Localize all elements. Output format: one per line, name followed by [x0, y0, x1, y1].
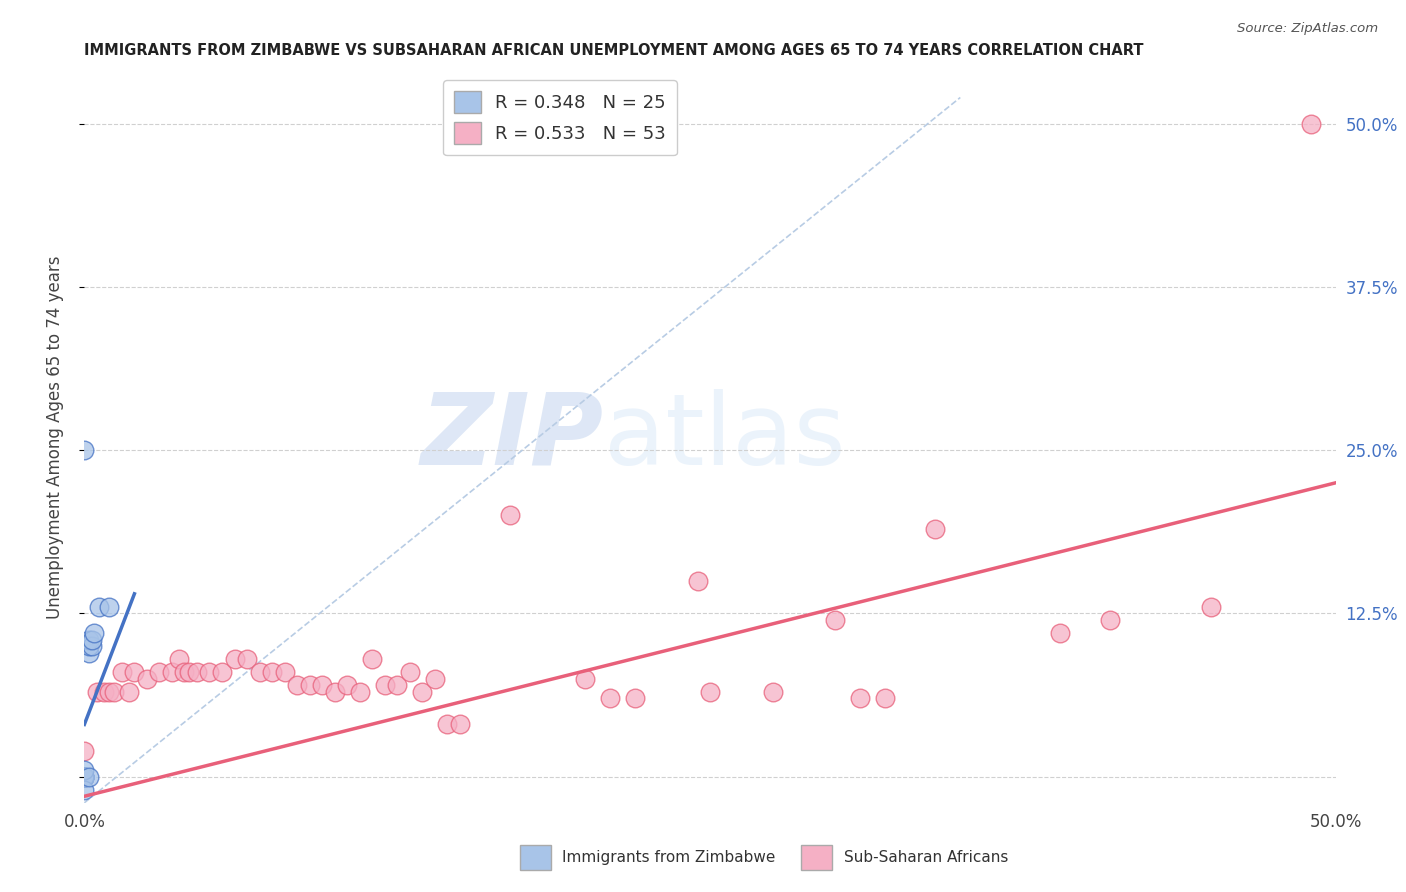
Point: [1299, 117, 1322, 131]
Point: [136, 672, 159, 686]
Point: [73, 770, 96, 784]
Point: [699, 685, 721, 699]
Point: [924, 521, 946, 535]
Point: [118, 685, 141, 699]
Point: [73, 782, 96, 797]
Point: [762, 685, 785, 699]
Point: [824, 613, 846, 627]
Point: [273, 665, 295, 680]
Point: [398, 665, 420, 680]
Point: [160, 665, 183, 680]
Point: [93, 685, 115, 699]
Point: [262, 665, 284, 680]
Legend: R = 0.348   N = 25, R = 0.533   N = 53: R = 0.348 N = 25, R = 0.533 N = 53: [443, 80, 676, 155]
Point: [79, 770, 101, 784]
Point: [73, 770, 96, 784]
Point: [224, 652, 246, 666]
Point: [124, 665, 146, 680]
Point: [436, 717, 458, 731]
Point: [79, 646, 101, 660]
Point: [624, 691, 647, 706]
Point: [73, 770, 96, 784]
Point: [73, 770, 96, 784]
Point: [86, 685, 108, 699]
Point: [73, 763, 96, 777]
Text: atlas: atlas: [603, 389, 845, 485]
Text: Source: ZipAtlas.com: Source: ZipAtlas.com: [1237, 22, 1378, 36]
Point: [73, 770, 96, 784]
Point: [148, 665, 170, 680]
Point: [186, 665, 208, 680]
Point: [98, 685, 121, 699]
Point: [80, 632, 103, 647]
Point: [349, 685, 371, 699]
Point: [361, 652, 384, 666]
Point: [79, 639, 101, 653]
Point: [103, 685, 125, 699]
Point: [111, 665, 134, 680]
Point: [73, 743, 96, 757]
Point: [198, 665, 221, 680]
Y-axis label: Unemployment Among Ages 65 to 74 years: Unemployment Among Ages 65 to 74 years: [45, 255, 63, 619]
Point: [179, 665, 201, 680]
Point: [173, 665, 195, 680]
Point: [73, 770, 96, 784]
Point: [686, 574, 709, 588]
Point: [574, 672, 596, 686]
Point: [323, 685, 346, 699]
Point: [849, 691, 872, 706]
Point: [374, 678, 396, 692]
Point: [1199, 599, 1222, 614]
Point: [298, 678, 321, 692]
Point: [73, 770, 96, 784]
Point: [79, 632, 101, 647]
Point: [1049, 626, 1071, 640]
Point: [83, 626, 105, 640]
Text: ZIP: ZIP: [420, 389, 603, 485]
Point: [875, 691, 897, 706]
Point: [73, 770, 96, 784]
Point: [73, 770, 96, 784]
Point: [169, 652, 191, 666]
Point: [236, 652, 259, 666]
Point: [599, 691, 621, 706]
Point: [73, 770, 96, 784]
Point: [98, 599, 121, 614]
Point: [285, 678, 308, 692]
Point: [73, 770, 96, 784]
Point: [336, 678, 359, 692]
Point: [73, 770, 96, 784]
Point: [73, 443, 96, 458]
Point: [311, 678, 333, 692]
Point: [411, 685, 433, 699]
Text: Sub-Saharan Africans: Sub-Saharan Africans: [844, 850, 1008, 864]
Point: [73, 770, 96, 784]
Text: IMMIGRANTS FROM ZIMBABWE VS SUBSAHARAN AFRICAN UNEMPLOYMENT AMONG AGES 65 TO 74 : IMMIGRANTS FROM ZIMBABWE VS SUBSAHARAN A…: [84, 43, 1144, 58]
Point: [1099, 613, 1122, 627]
Point: [73, 770, 96, 784]
Point: [449, 717, 471, 731]
Point: [423, 672, 446, 686]
Point: [385, 678, 409, 692]
Point: [73, 770, 96, 784]
Point: [249, 665, 271, 680]
Text: Immigrants from Zimbabwe: Immigrants from Zimbabwe: [562, 850, 776, 864]
Point: [80, 639, 103, 653]
Point: [89, 599, 111, 614]
Point: [499, 508, 522, 523]
Point: [211, 665, 233, 680]
